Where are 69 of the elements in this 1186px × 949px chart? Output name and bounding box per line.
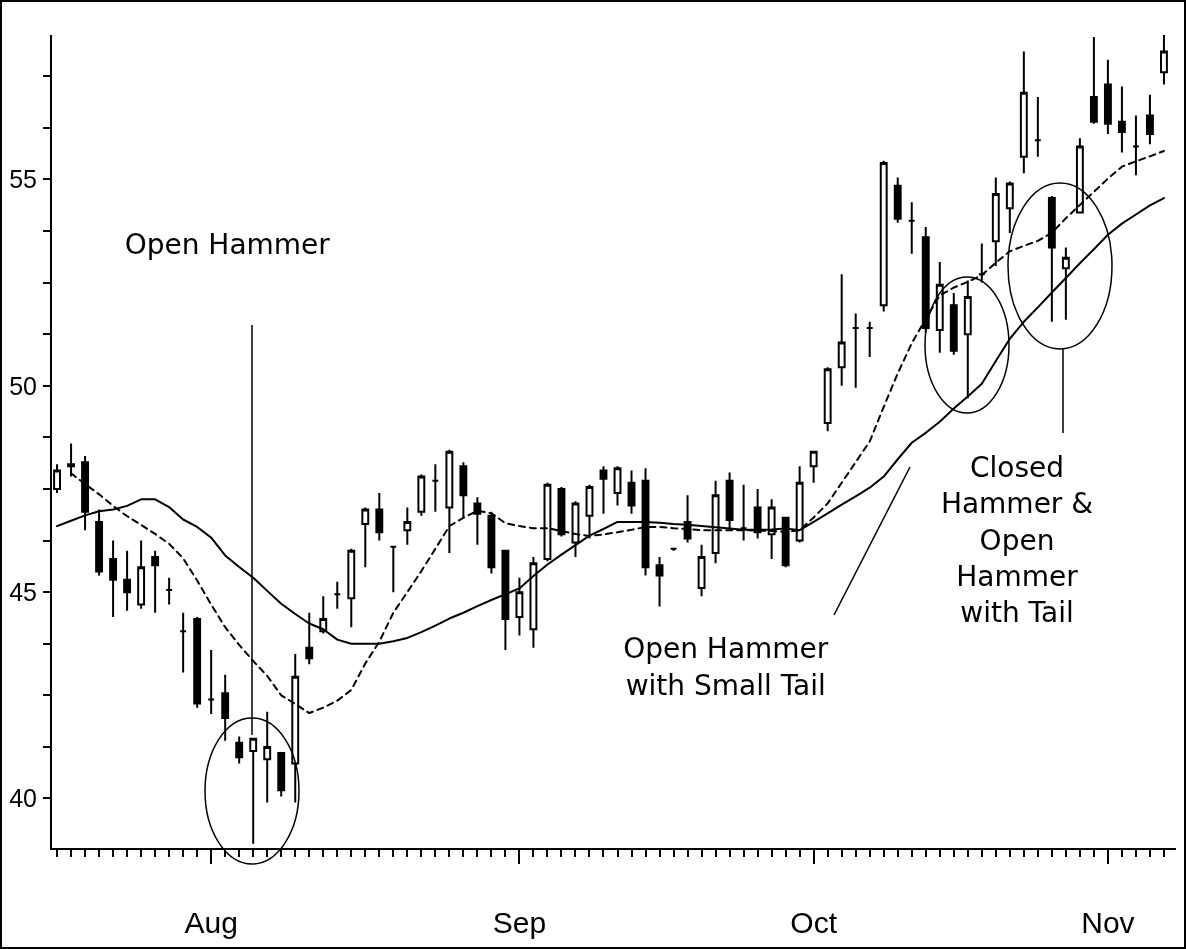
- candlestick: [1033, 95, 1042, 158]
- candlestick: [599, 465, 608, 515]
- annotation: Closed Hammer & Open Hammer with Tail: [940, 450, 1094, 630]
- candlestick: [837, 273, 846, 387]
- candlestick: [193, 615, 202, 709]
- candlestick: [683, 494, 692, 544]
- candlestick: [361, 506, 370, 569]
- candlestick: [865, 320, 874, 358]
- candlestick: [165, 576, 174, 606]
- candlestick: [851, 312, 860, 389]
- candlestick: [809, 450, 818, 484]
- candlestick: [333, 580, 342, 610]
- candlestick: [431, 463, 440, 513]
- y-tick-label: 55: [9, 165, 37, 194]
- candlestick: [81, 454, 90, 532]
- candlestick: [151, 549, 160, 614]
- candlestick: [179, 611, 188, 674]
- candlestick: [473, 496, 482, 546]
- candlestick: [403, 506, 412, 546]
- candlestick: [249, 737, 258, 845]
- candlestick: [711, 479, 720, 565]
- candlestick: [655, 556, 664, 608]
- annotation: Open Hammer with Small Tail: [623, 632, 829, 702]
- candlestick: [949, 291, 958, 356]
- candlestick: [123, 549, 132, 612]
- candlestick: [613, 465, 622, 507]
- candlestick: [1117, 85, 1126, 154]
- candlestick: [1160, 35, 1168, 86]
- candlestick: [963, 279, 972, 400]
- candlestick: [823, 366, 832, 433]
- candlestick: [879, 159, 888, 313]
- x-tick-label: Sep: [492, 906, 547, 939]
- candlestick: [347, 547, 356, 629]
- annotation: Open Hammer: [124, 227, 331, 261]
- candlestick: [781, 516, 790, 569]
- candlestick: [1103, 58, 1112, 136]
- candlestick: [459, 461, 468, 519]
- candlestick: [445, 448, 454, 554]
- candlestick: [515, 576, 524, 637]
- candlestick: [109, 539, 118, 618]
- y-tick-label: 50: [9, 371, 37, 400]
- x-tick-label: Oct: [790, 906, 838, 939]
- candlestick: [697, 543, 706, 598]
- candlestick: [907, 201, 916, 255]
- candlestick: [137, 539, 146, 610]
- candlestick: [627, 469, 636, 515]
- candlestick: [375, 492, 384, 542]
- candlestick: [1019, 50, 1028, 175]
- candlestick: [277, 752, 286, 798]
- candlestick: [991, 176, 1000, 268]
- candlestick: [795, 465, 804, 544]
- candlestick: [1146, 93, 1154, 146]
- x-tick-label: Aug: [184, 906, 238, 939]
- candlestick: [753, 487, 762, 540]
- candlestick: [669, 547, 678, 552]
- candlestick: [389, 545, 398, 594]
- candlestick: [739, 483, 748, 542]
- candlestick: [235, 735, 244, 765]
- y-tick-label: 40: [9, 784, 37, 813]
- candlestick: [1089, 36, 1098, 125]
- candlestick: [767, 498, 776, 561]
- candlestick: [417, 473, 426, 517]
- x-tick-label: Nov: [1081, 906, 1135, 939]
- candlestick: [725, 471, 734, 530]
- y-tick-label: 45: [9, 577, 37, 606]
- candlestick: [585, 483, 594, 540]
- candlestick: [893, 176, 902, 224]
- candlestick: [1061, 246, 1070, 321]
- candlestick: [207, 648, 216, 715]
